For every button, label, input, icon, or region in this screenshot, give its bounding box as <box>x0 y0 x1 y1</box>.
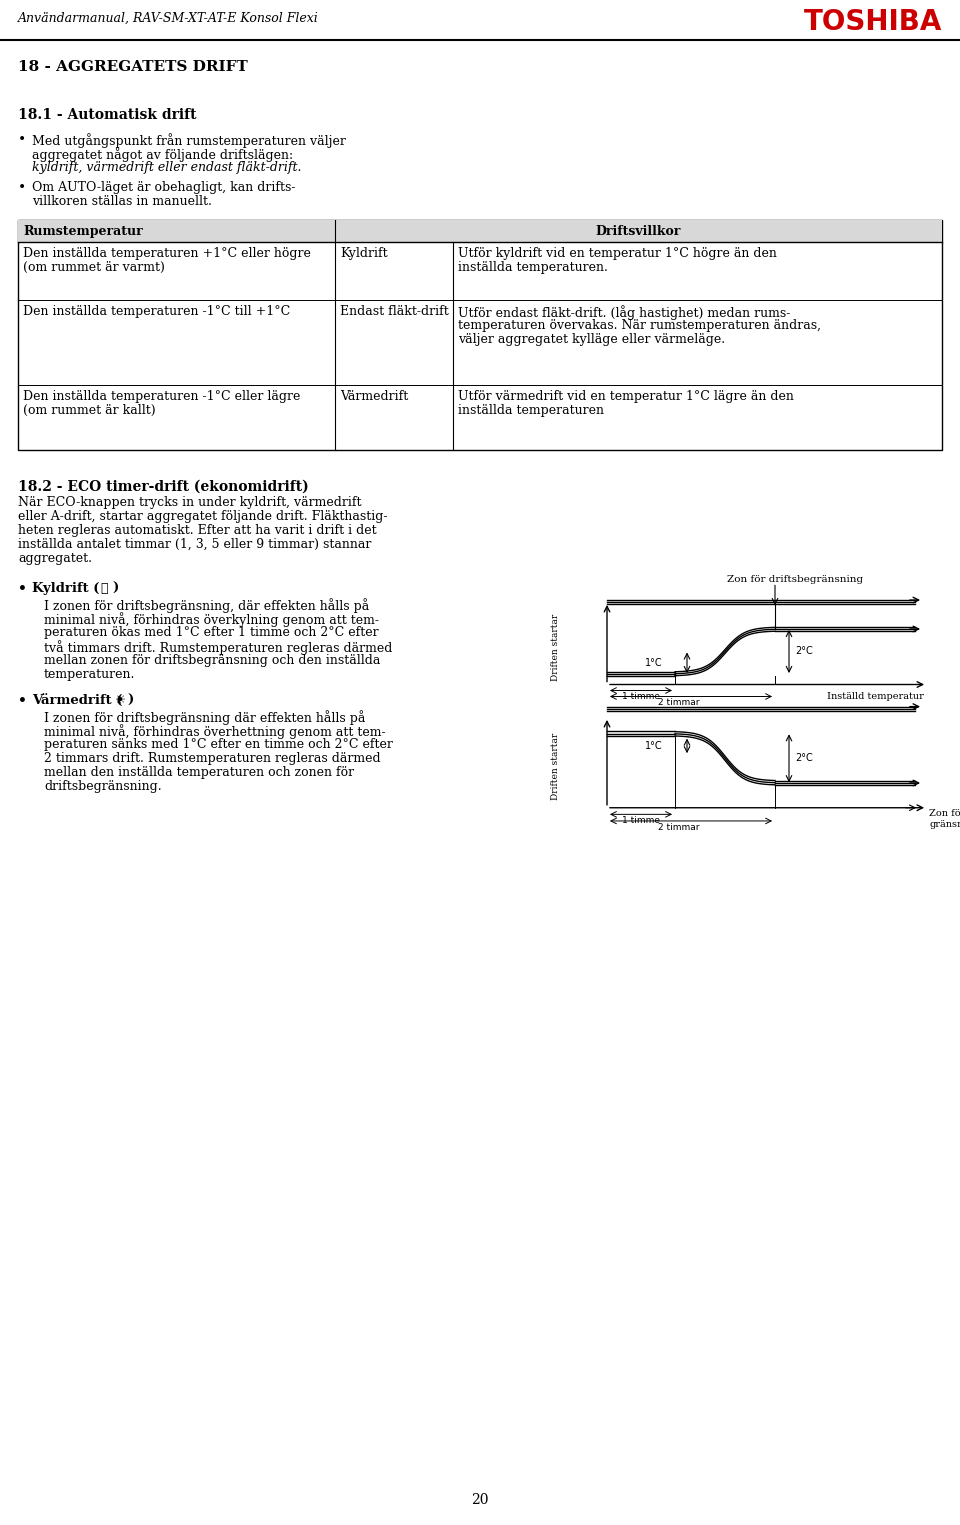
Text: ): ) <box>127 694 133 708</box>
Text: heten regleras automatiskt. Efter att ha varit i drift i det: heten regleras automatiskt. Efter att ha… <box>18 525 376 537</box>
Text: 2°C: 2°C <box>795 753 813 762</box>
Text: 2 timmar: 2 timmar <box>659 698 700 708</box>
Text: 18.2 - ECO timer-drift (ekonomidrift): 18.2 - ECO timer-drift (ekonomidrift) <box>18 480 309 494</box>
Text: 2°C: 2°C <box>795 647 813 656</box>
Text: 18 - AGGREGATETS DRIFT: 18 - AGGREGATETS DRIFT <box>18 59 248 75</box>
Text: Utför värmedrift vid en temperatur 1°C lägre än den: Utför värmedrift vid en temperatur 1°C l… <box>458 390 794 403</box>
Text: TOSHIBA: TOSHIBA <box>804 8 942 37</box>
Text: Användarmanual, RAV-SM-XT-AT-E Konsol Flexi: Användarmanual, RAV-SM-XT-AT-E Konsol Fl… <box>18 12 319 24</box>
Text: peraturen sänks med 1°C efter en timme och 2°C efter: peraturen sänks med 1°C efter en timme o… <box>44 738 393 750</box>
Text: peraturen ökas med 1°C efter 1 timme och 2°C efter: peraturen ökas med 1°C efter 1 timme och… <box>44 625 378 639</box>
Text: Zon för driftsbegränsning: Zon för driftsbegränsning <box>727 575 863 584</box>
Bar <box>18 220 942 242</box>
Text: ): ) <box>112 583 118 595</box>
Text: Den inställda temperaturen -1°C eller lägre: Den inställda temperaturen -1°C eller lä… <box>23 390 300 403</box>
Text: 1 timme: 1 timme <box>622 816 660 825</box>
Text: minimal nivå, förhindras överhettning genom att tem-: minimal nivå, förhindras överhettning ge… <box>44 724 386 740</box>
Text: Zon för driftsbe-
gränsning: Zon för driftsbe- gränsning <box>929 810 960 828</box>
Text: mellan den inställda temperaturen och zonen för: mellan den inställda temperaturen och zo… <box>44 766 354 779</box>
Text: Driften startar: Driften startar <box>550 734 560 801</box>
Text: (om rummet är kallt): (om rummet är kallt) <box>23 404 156 416</box>
Text: ❅: ❅ <box>100 583 108 595</box>
Text: I zonen för driftsbegränsning där effekten hålls på: I zonen för driftsbegränsning där effekt… <box>44 711 366 724</box>
Text: driftsbegränsning.: driftsbegränsning. <box>44 779 161 793</box>
Text: Värmedrift: Värmedrift <box>340 390 408 403</box>
Text: Endast fläkt-drift: Endast fläkt-drift <box>340 305 448 319</box>
Text: inställda temperaturen.: inställda temperaturen. <box>458 261 608 274</box>
Text: två timmars drift. Rumstemperaturen regleras därmed: två timmars drift. Rumstemperaturen regl… <box>44 640 393 654</box>
Text: Utför endast fläkt-drift. (låg hastighet) medan rums-: Utför endast fläkt-drift. (låg hastighet… <box>458 305 790 320</box>
Text: Driftsvillkor: Driftsvillkor <box>596 226 682 238</box>
Text: I zonen för driftsbegränsning, där effekten hålls på: I zonen för driftsbegränsning, där effek… <box>44 598 370 613</box>
Text: (om rummet är varmt): (om rummet är varmt) <box>23 261 165 274</box>
Text: •: • <box>18 694 27 708</box>
Text: •: • <box>18 181 26 195</box>
Text: villkoren ställas in manuellt.: villkoren ställas in manuellt. <box>32 195 212 207</box>
Text: Med utgångspunkt från rumstemperaturen väljer: Med utgångspunkt från rumstemperaturen v… <box>32 133 346 148</box>
Text: Om AUTO-läget är obehagligt, kan drifts-: Om AUTO-läget är obehagligt, kan drifts- <box>32 181 296 194</box>
Text: 18.1 - Automatisk drift: 18.1 - Automatisk drift <box>18 108 197 122</box>
Text: väljer aggregatet kylläge eller värmeläge.: väljer aggregatet kylläge eller värmeläg… <box>458 332 725 346</box>
Text: inställda antalet timmar (1, 3, 5 eller 9 timmar) stannar: inställda antalet timmar (1, 3, 5 eller … <box>18 538 372 551</box>
Text: Värmedrift (: Värmedrift ( <box>32 694 123 708</box>
Text: •: • <box>18 133 26 146</box>
Text: kyldrift, värmedrift eller endast fläkt-drift.: kyldrift, värmedrift eller endast fläkt-… <box>32 162 301 174</box>
Text: Den inställda temperaturen -1°C till +1°C: Den inställda temperaturen -1°C till +1°… <box>23 305 290 319</box>
Bar <box>18 220 942 450</box>
Text: Kyldrift (: Kyldrift ( <box>32 583 100 595</box>
Text: aggregatet.: aggregatet. <box>18 552 92 564</box>
Text: temperaturen.: temperaturen. <box>44 668 135 682</box>
Text: 2 timmars drift. Rumstemperaturen regleras därmed: 2 timmars drift. Rumstemperaturen regler… <box>44 752 380 766</box>
Text: minimal nivå, förhindras överkylning genom att tem-: minimal nivå, förhindras överkylning gen… <box>44 612 379 627</box>
Text: temperaturen övervakas. När rumstemperaturen ändras,: temperaturen övervakas. När rumstemperat… <box>458 319 821 332</box>
Text: •: • <box>18 583 27 596</box>
Text: Rumstemperatur: Rumstemperatur <box>23 226 143 238</box>
Text: 1°C: 1°C <box>645 657 663 668</box>
Text: När ECO-knappen trycks in under kyldrift, värmedrift: När ECO-knappen trycks in under kyldrift… <box>18 496 362 509</box>
Text: Kyldrift: Kyldrift <box>340 247 388 259</box>
Text: inställda temperaturen: inställda temperaturen <box>458 404 604 416</box>
Text: 1 timme: 1 timme <box>622 692 660 702</box>
Text: 1°C: 1°C <box>645 741 663 750</box>
Text: Driften startar: Driften startar <box>550 613 560 680</box>
Text: ☀: ☀ <box>115 694 127 708</box>
Text: mellan zonen för driftsbegränsning och den inställda: mellan zonen för driftsbegränsning och d… <box>44 654 380 666</box>
Text: 2 timmar: 2 timmar <box>659 822 700 831</box>
Text: Den inställda temperaturen +1°C eller högre: Den inställda temperaturen +1°C eller hö… <box>23 247 311 259</box>
Text: Utför kyldrift vid en temperatur 1°C högre än den: Utför kyldrift vid en temperatur 1°C hög… <box>458 247 777 259</box>
Text: eller A-drift, startar aggregatet följande drift. Fläkthastig-: eller A-drift, startar aggregatet följan… <box>18 509 388 523</box>
Text: 20: 20 <box>471 1493 489 1507</box>
Text: Inställd temperatur: Inställd temperatur <box>827 692 924 702</box>
Text: aggregatet något av följande driftslägen:: aggregatet något av följande driftslägen… <box>32 146 293 162</box>
